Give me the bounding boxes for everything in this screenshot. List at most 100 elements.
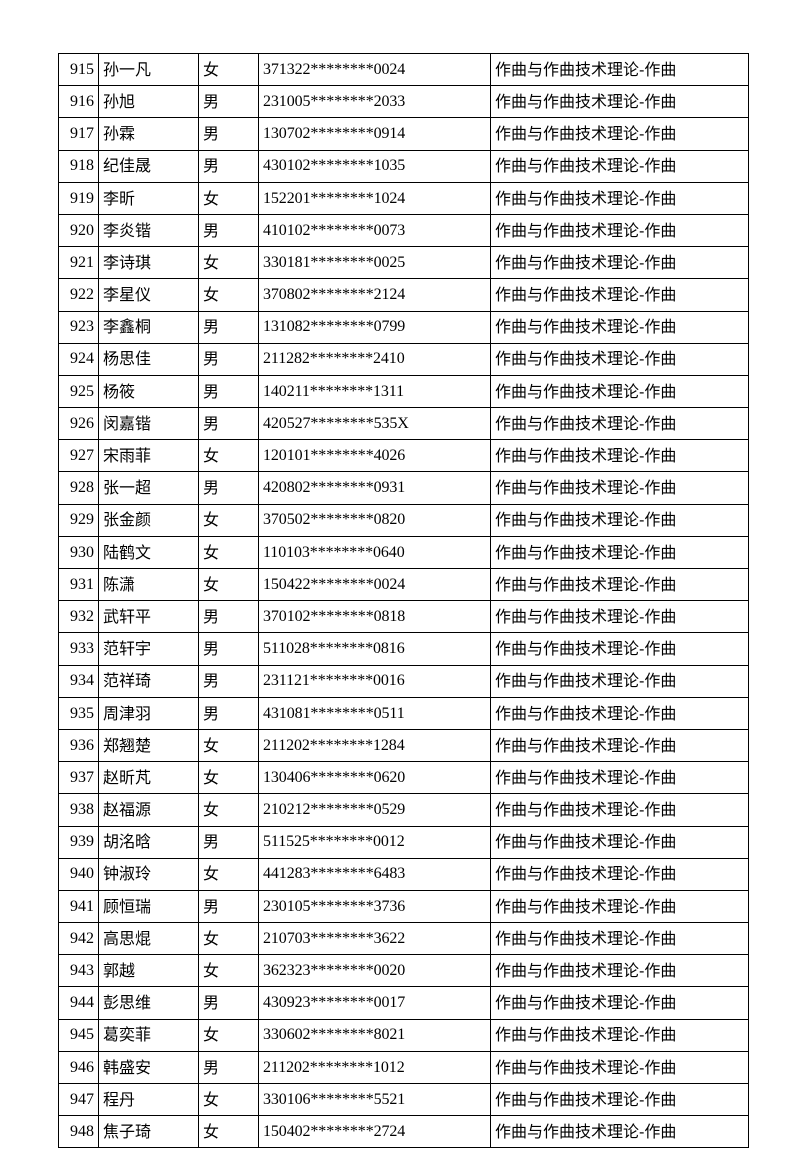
cell-gender: 女 — [198, 278, 259, 312]
cell-major: 作曲与作曲技术理论-作曲 — [490, 181, 749, 215]
cell-id-number: 370102********0818 — [258, 600, 491, 634]
cell-major: 作曲与作曲技术理论-作曲 — [490, 728, 749, 763]
cell-candidate-name: 陆鹤文 — [98, 535, 199, 570]
table-row: 927 宋雨菲女 120101********4026 作曲与作曲技术理论-作曲 — [58, 439, 749, 473]
cell-major: 作曲与作曲技术理论-作曲 — [490, 696, 749, 730]
cell-sequence-number: 940 — [58, 857, 99, 891]
cell-id-number: 370802********2124 — [258, 278, 491, 312]
cell-gender: 男 — [198, 374, 259, 409]
cell-candidate-name: 陈潇 — [98, 567, 199, 602]
cell-sequence-number: 916 — [58, 85, 99, 119]
cell-candidate-name: 孙旭 — [98, 85, 199, 119]
cell-sequence-number: 943 — [58, 954, 99, 988]
cell-sequence-number: 937 — [58, 761, 99, 795]
cell-sequence-number: 915 — [58, 52, 99, 87]
cell-candidate-name: 周津羽 — [98, 696, 199, 730]
cell-sequence-number: 936 — [58, 728, 99, 763]
table-row: 938 赵福源女 210212********0529 作曲与作曲技术理论-作曲 — [58, 793, 749, 827]
cell-candidate-name: 孙一凡 — [98, 52, 199, 87]
cell-major: 作曲与作曲技术理论-作曲 — [490, 85, 749, 119]
cell-major: 作曲与作曲技术理论-作曲 — [490, 278, 749, 312]
cell-id-number: 370502********0820 — [258, 503, 491, 537]
cell-sequence-number: 925 — [58, 374, 99, 409]
table-row: 941 顾恒瑞男 230105********3736 作曲与作曲技术理论-作曲 — [58, 889, 749, 924]
table-row: 947 程丹女 330106********5521 作曲与作曲技术理论-作曲 — [58, 1082, 749, 1117]
cell-sequence-number: 939 — [58, 825, 99, 859]
cell-candidate-name: 李鑫桐 — [98, 310, 199, 344]
cell-major: 作曲与作曲技术理论-作曲 — [490, 213, 749, 248]
cell-major: 作曲与作曲技术理论-作曲 — [490, 246, 749, 280]
table-row: 923 李鑫桐男 131082********0799 作曲与作曲技术理论-作曲 — [58, 310, 749, 344]
cell-id-number: 131082********0799 — [258, 310, 491, 344]
table-row: 940 钟淑玲女 441283********6483 作曲与作曲技术理论-作曲 — [58, 857, 749, 891]
cell-major: 作曲与作曲技术理论-作曲 — [490, 149, 749, 183]
cell-gender: 女 — [198, 535, 259, 570]
cell-candidate-name: 程丹 — [98, 1082, 199, 1117]
cell-major: 作曲与作曲技术理论-作曲 — [490, 761, 749, 795]
cell-id-number: 420527********535X — [258, 407, 491, 441]
cell-candidate-name: 李昕 — [98, 181, 199, 215]
cell-major: 作曲与作曲技术理论-作曲 — [490, 1050, 749, 1085]
cell-major: 作曲与作曲技术理论-作曲 — [490, 986, 749, 1020]
cell-candidate-name: 李炎锴 — [98, 213, 199, 248]
cell-id-number: 431081********0511 — [258, 696, 491, 730]
table-row: 925 杨筱男 140211********1311 作曲与作曲技术理论-作曲 — [58, 374, 749, 409]
cell-gender: 女 — [198, 1115, 259, 1149]
cell-id-number: 330602********8021 — [258, 1018, 491, 1052]
cell-gender: 女 — [198, 728, 259, 763]
table-row: 942 高思焜女 210703********3622 作曲与作曲技术理论-作曲 — [58, 922, 749, 956]
cell-candidate-name: 郭越 — [98, 954, 199, 988]
cell-gender: 女 — [198, 761, 259, 795]
table-row: 916 孙旭男 231005********2033 作曲与作曲技术理论-作曲 — [58, 85, 749, 119]
table-row: 935 周津羽男 431081********0511 作曲与作曲技术理论-作曲 — [58, 696, 749, 730]
table-row: 915 孙一凡女 371322********0024 作曲与作曲技术理论-作曲 — [58, 52, 749, 87]
cell-gender: 女 — [198, 922, 259, 956]
cell-candidate-name: 武轩平 — [98, 600, 199, 634]
cell-sequence-number: 934 — [58, 664, 99, 698]
cell-id-number: 231005********2033 — [258, 85, 491, 119]
cell-gender: 男 — [198, 407, 259, 441]
cell-gender: 女 — [198, 954, 259, 988]
cell-major: 作曲与作曲技术理论-作曲 — [490, 793, 749, 827]
cell-id-number: 210212********0529 — [258, 793, 491, 827]
cell-major: 作曲与作曲技术理论-作曲 — [490, 664, 749, 698]
cell-major: 作曲与作曲技术理论-作曲 — [490, 825, 749, 859]
cell-gender: 女 — [198, 503, 259, 537]
cell-candidate-name: 韩盛安 — [98, 1050, 199, 1085]
cell-gender: 女 — [198, 857, 259, 891]
cell-sequence-number: 941 — [58, 889, 99, 924]
cell-id-number: 211202********1012 — [258, 1050, 491, 1085]
cell-candidate-name: 赵福源 — [98, 793, 199, 827]
cell-id-number: 371322********0024 — [258, 52, 491, 87]
roster-table-body: 915 孙一凡女 371322********0024 作曲与作曲技术理论-作曲 916… — [58, 52, 749, 1149]
cell-candidate-name: 葛奕菲 — [98, 1018, 199, 1052]
table-row: 931 陈潇女 150422********0024 作曲与作曲技术理论-作曲 — [58, 567, 749, 602]
cell-major: 作曲与作曲技术理论-作曲 — [490, 535, 749, 570]
cell-gender: 女 — [198, 181, 259, 215]
cell-id-number: 130406********0620 — [258, 761, 491, 795]
cell-sequence-number: 922 — [58, 278, 99, 312]
cell-candidate-name: 孙霖 — [98, 117, 199, 151]
table-row: 929 张金颜女 370502********0820 作曲与作曲技术理论-作曲 — [58, 503, 749, 537]
table-row: 943 郭越女 362323********0020 作曲与作曲技术理论-作曲 — [58, 954, 749, 988]
cell-sequence-number: 930 — [58, 535, 99, 570]
cell-gender: 男 — [198, 342, 259, 376]
cell-major: 作曲与作曲技术理论-作曲 — [490, 889, 749, 924]
cell-candidate-name: 高思焜 — [98, 922, 199, 956]
table-row: 945 葛奕菲女 330602********8021 作曲与作曲技术理论-作曲 — [58, 1018, 749, 1052]
table-row: 939 胡洺晗男 511525********0012 作曲与作曲技术理论-作曲 — [58, 825, 749, 859]
cell-id-number: 430923********0017 — [258, 986, 491, 1020]
cell-id-number: 152201********1024 — [258, 181, 491, 215]
cell-sequence-number: 918 — [58, 149, 99, 183]
cell-candidate-name: 郑翘楚 — [98, 728, 199, 763]
cell-gender: 女 — [198, 1018, 259, 1052]
table-row: 948 焦子琦女 150402********2724 作曲与作曲技术理论-作曲 — [58, 1115, 749, 1149]
cell-gender: 女 — [198, 567, 259, 602]
cell-sequence-number: 919 — [58, 181, 99, 215]
cell-gender: 男 — [198, 1050, 259, 1085]
cell-sequence-number: 945 — [58, 1018, 99, 1052]
cell-sequence-number: 938 — [58, 793, 99, 827]
table-row: 932 武轩平男 370102********0818 作曲与作曲技术理论-作曲 — [58, 600, 749, 634]
cell-gender: 男 — [198, 986, 259, 1020]
table-row: 920 李炎锴男 410102********0073 作曲与作曲技术理论-作曲 — [58, 213, 749, 248]
